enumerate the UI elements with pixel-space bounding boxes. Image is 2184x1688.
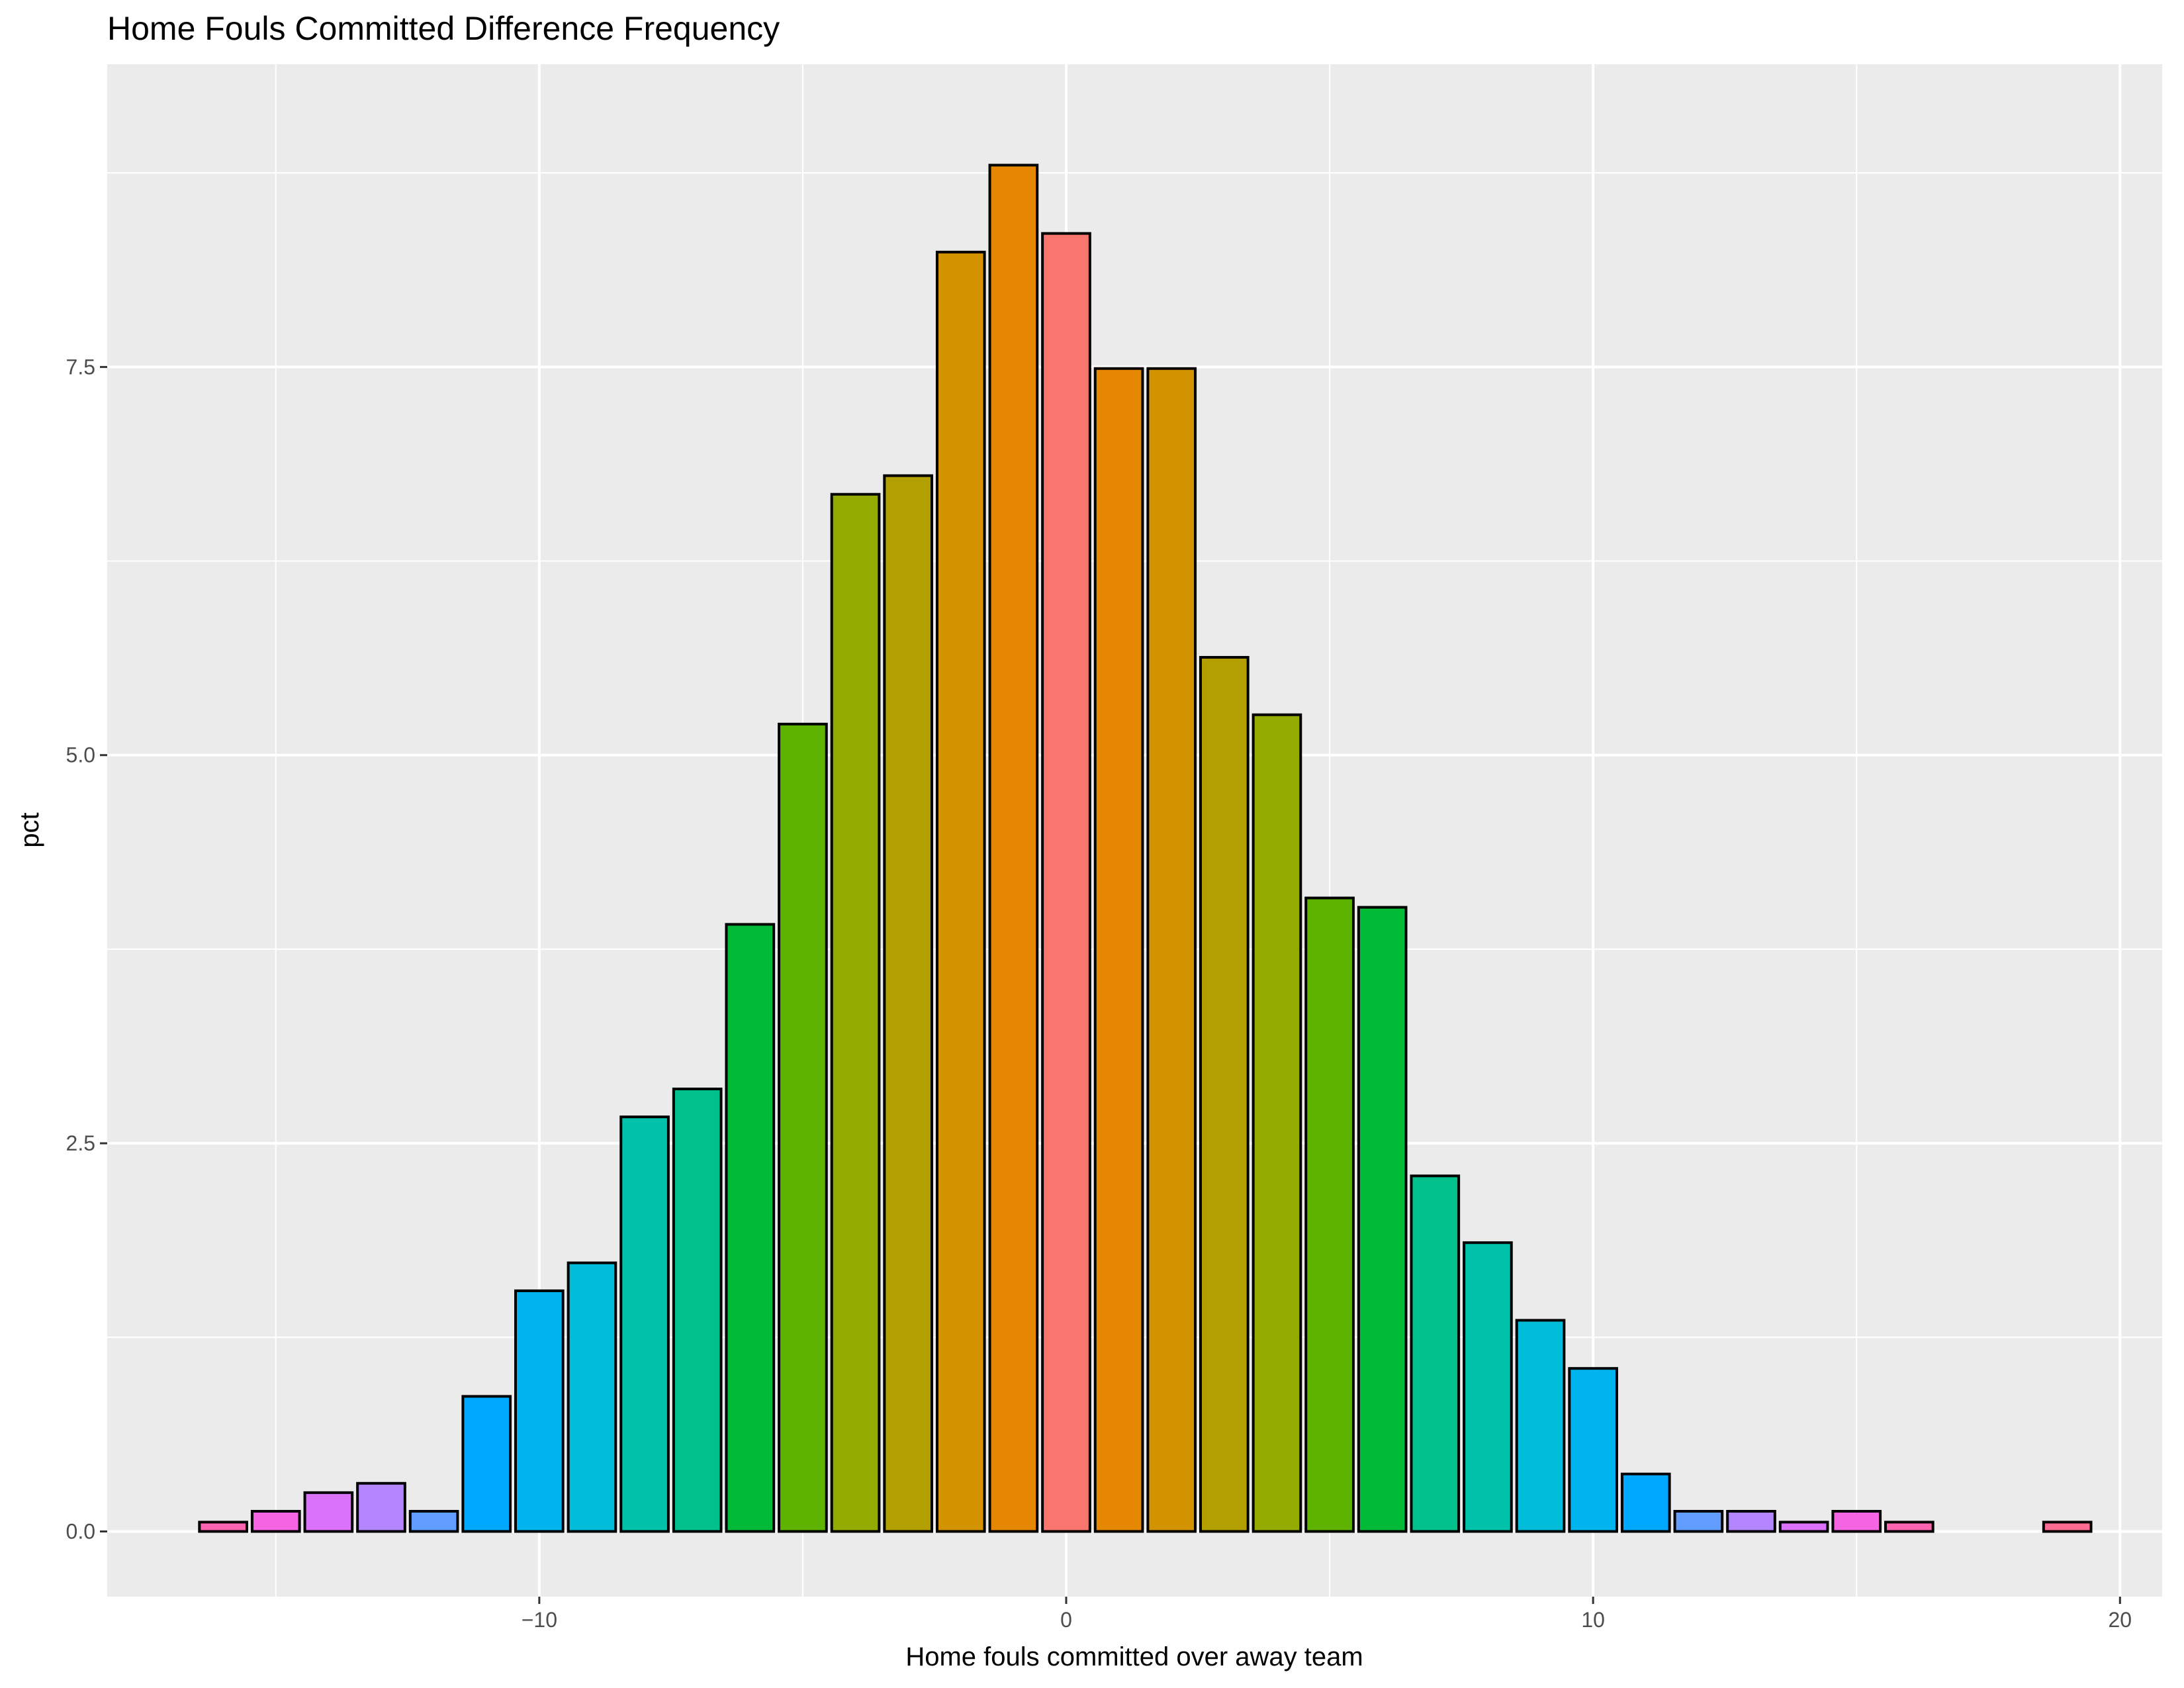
bar <box>1146 367 1197 1533</box>
bar <box>1093 367 1144 1533</box>
bar <box>461 1395 512 1533</box>
bars <box>198 164 2093 1533</box>
bar <box>1568 1367 1618 1533</box>
bar <box>988 164 1039 1533</box>
bar <box>935 250 986 1533</box>
bar <box>1831 1509 1882 1533</box>
bar <box>1778 1521 1829 1533</box>
bar <box>250 1509 301 1533</box>
bar <box>408 1509 459 1533</box>
bar <box>1251 713 1302 1533</box>
x-axis-title: Home fouls committed over away team <box>905 1642 1363 1671</box>
x-tick-label: 10 <box>1581 1608 1605 1632</box>
bar <box>1620 1472 1671 1533</box>
bar <box>883 474 933 1533</box>
bar <box>2042 1521 2093 1533</box>
bar <box>672 1088 723 1533</box>
chart-title: Home Fouls Committed Difference Frequenc… <box>107 10 780 47</box>
bar <box>1515 1319 1566 1533</box>
x-tick-label: −10 <box>522 1608 557 1632</box>
bar <box>1463 1241 1513 1533</box>
y-tick-label: 5.0 <box>66 743 95 767</box>
bar <box>567 1261 617 1533</box>
y-tick-label: 0.0 <box>66 1519 95 1543</box>
bar <box>303 1491 354 1533</box>
bar <box>356 1481 406 1533</box>
y-tick-label: 7.5 <box>66 355 95 379</box>
bar <box>619 1115 670 1533</box>
bar <box>198 1521 248 1533</box>
bar <box>778 722 828 1533</box>
bar <box>1884 1521 1934 1533</box>
y-axis-title: pct <box>15 812 44 847</box>
bar <box>1357 906 1408 1533</box>
bar <box>725 923 776 1533</box>
x-tick-label: 0 <box>1060 1608 1072 1632</box>
bar <box>1041 232 1091 1533</box>
bar <box>1199 655 1250 1533</box>
x-tick-label: 20 <box>2109 1608 2132 1632</box>
bar <box>1726 1509 1776 1533</box>
axes: −10 0 10 20 0.0 2.5 5.0 7.5 <box>66 355 2132 1632</box>
bar <box>514 1289 565 1533</box>
bar <box>1304 896 1355 1533</box>
y-tick-label: 2.5 <box>66 1131 95 1155</box>
bar <box>1673 1509 1724 1533</box>
bar <box>830 492 881 1533</box>
bar <box>1410 1174 1461 1533</box>
